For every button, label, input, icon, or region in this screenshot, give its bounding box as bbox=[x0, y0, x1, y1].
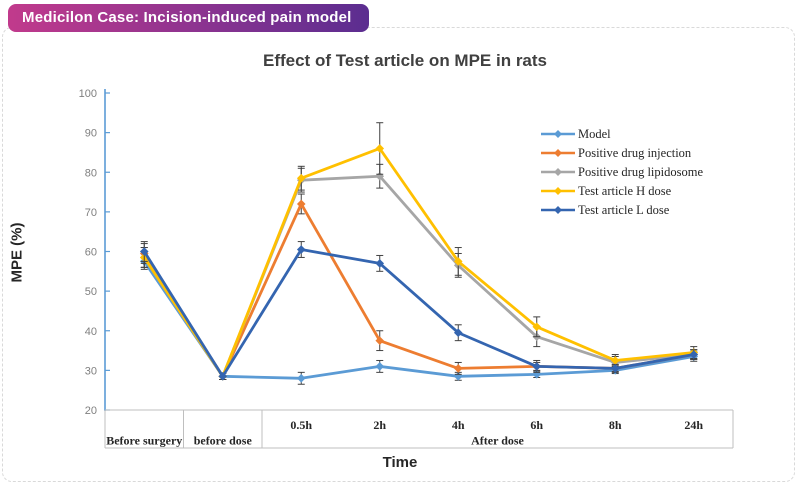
legend-item-test-article-l-dose: Test article L dose bbox=[540, 203, 703, 217]
legend-label: Test article H dose bbox=[578, 183, 672, 198]
legend-marker-icon bbox=[541, 187, 575, 195]
x-group-label: Before surgery bbox=[106, 434, 182, 448]
legend-diamond bbox=[554, 168, 562, 176]
data-point-marker bbox=[375, 362, 385, 371]
y-tick-label: 60 bbox=[85, 247, 97, 259]
data-point-marker bbox=[453, 328, 463, 338]
data-point-marker bbox=[453, 257, 463, 266]
legend-item-positive-drug-injection: Positive drug injection bbox=[540, 146, 703, 160]
y-tick-label: 90 bbox=[85, 128, 97, 140]
x-tick-label: 0.5h bbox=[290, 418, 312, 432]
data-point-marker bbox=[532, 322, 542, 332]
series-line-test-article-l-dose bbox=[143, 248, 694, 378]
x-group-label: After dose bbox=[471, 434, 524, 448]
legend-label: Test article L dose bbox=[578, 202, 670, 217]
legend-diamond bbox=[554, 149, 562, 157]
x-tick-label: 24h bbox=[684, 418, 703, 432]
x-tick-label: 4h bbox=[452, 418, 465, 432]
chart-legend: Model Positive drug injection Positive dru… bbox=[540, 127, 703, 217]
x-tick-label: 2h bbox=[373, 418, 386, 432]
legend-item-model: Model bbox=[540, 127, 703, 141]
data-point-marker bbox=[296, 245, 306, 254]
legend-diamond bbox=[554, 206, 562, 214]
legend-marker-icon bbox=[541, 206, 575, 214]
x-tick-label: 6h bbox=[530, 418, 543, 432]
legend-marker-icon bbox=[541, 149, 575, 157]
y-tick-label: 100 bbox=[79, 88, 97, 100]
data-point-marker bbox=[453, 372, 463, 381]
x-group-label: before dose bbox=[194, 434, 253, 448]
y-tick-label: 30 bbox=[85, 365, 97, 377]
data-point-marker bbox=[610, 364, 620, 373]
data-point-marker bbox=[296, 199, 306, 209]
data-point-marker bbox=[296, 173, 306, 183]
legend-item-test-article-h-dose: Test article H dose bbox=[540, 184, 703, 198]
y-tick-label: 20 bbox=[85, 405, 97, 417]
y-tick-label: 50 bbox=[85, 286, 97, 298]
data-point-marker bbox=[532, 362, 542, 371]
header-banner: Medicilon Case: Incision-induced pain mo… bbox=[8, 4, 370, 32]
data-point-marker bbox=[375, 336, 385, 345]
series-line-positive-drug-injection bbox=[143, 202, 694, 378]
legend-label: Positive drug lipidosome bbox=[578, 164, 703, 179]
series-line-model bbox=[143, 260, 694, 380]
chart-title: Effect of Test article on MPE in rats bbox=[262, 51, 548, 70]
legend-marker-icon bbox=[541, 130, 575, 138]
data-point-marker bbox=[689, 350, 699, 359]
data-point-marker bbox=[610, 356, 620, 365]
data-point-marker bbox=[375, 144, 385, 153]
data-point-marker bbox=[532, 370, 542, 379]
data-point-marker bbox=[375, 259, 385, 268]
data-point-marker bbox=[453, 364, 463, 373]
legend-diamond bbox=[554, 130, 562, 138]
y-tick-label: 70 bbox=[85, 207, 97, 219]
dashed-border-frame bbox=[2, 27, 795, 482]
data-point-marker bbox=[139, 247, 149, 256]
x-axis-title: Time bbox=[382, 454, 418, 471]
legend-item-positive-drug-lipidosome: Positive drug lipidosome bbox=[540, 165, 703, 179]
x-tick-label: 8h bbox=[609, 418, 622, 432]
data-point-marker bbox=[296, 374, 306, 383]
series-line-test-article-h-dose bbox=[143, 147, 694, 378]
data-point-marker bbox=[218, 372, 228, 381]
legend-marker-icon bbox=[541, 168, 575, 176]
legend-label: Positive drug injection bbox=[578, 145, 692, 160]
legend-diamond bbox=[554, 187, 562, 195]
y-tick-label: 40 bbox=[85, 326, 97, 338]
legend-label: Model bbox=[578, 126, 611, 141]
header-title: Medicilon Case: Incision-induced pain mo… bbox=[22, 9, 352, 26]
y-tick-label: 80 bbox=[85, 167, 97, 179]
